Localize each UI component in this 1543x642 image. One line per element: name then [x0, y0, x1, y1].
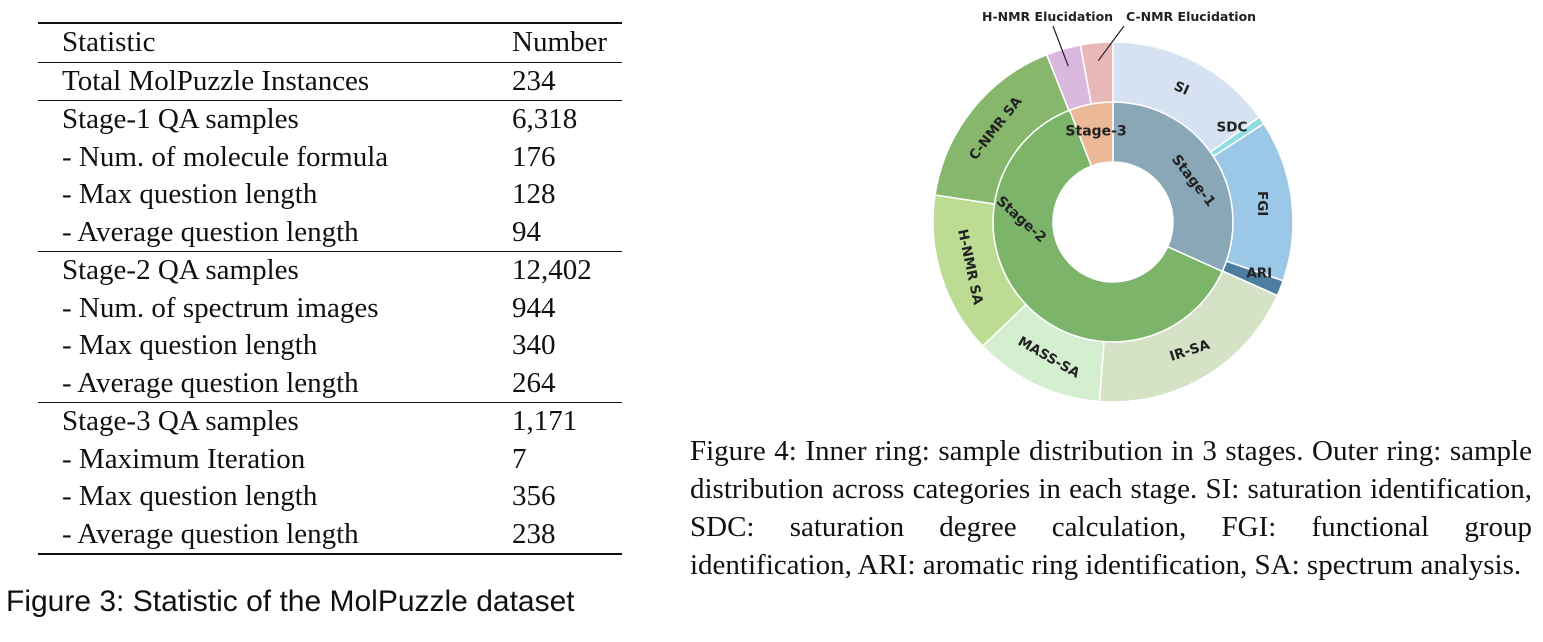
- table-row: - Average question length 264: [38, 365, 622, 403]
- row-value: 128: [512, 178, 556, 210]
- table-row: - Max question length 356: [38, 478, 622, 516]
- row-value: 238: [512, 517, 556, 550]
- row-label: Stage-3 QA samples: [62, 405, 299, 437]
- row-label: - Maximum Iteration: [62, 442, 306, 475]
- row-label: - Max question length: [62, 178, 318, 210]
- outer-label-fgi: FGI: [1254, 191, 1270, 216]
- row-value: 12,402: [512, 254, 592, 286]
- table-row: - Average question length 94: [38, 214, 622, 252]
- row-value: 356: [512, 480, 556, 512]
- leader-line-h-nmr-elucidation: [1052, 25, 1069, 67]
- table-header-row: Statistic Number: [38, 23, 622, 62]
- outer-label-h-nmr-elucidation: H-NMR Elucidation: [982, 9, 1113, 24]
- table-row: Stage-1 QA samples 6,318: [38, 100, 622, 139]
- table-row: - Average question length 238: [38, 516, 622, 554]
- table-row: Total MolPuzzle Instances 234: [38, 62, 622, 101]
- row-label: Stage-2 QA samples: [62, 254, 299, 286]
- row-value: 176: [512, 140, 556, 173]
- header-statistic: Statistic: [62, 26, 156, 58]
- row-label: - Average question length: [62, 366, 359, 399]
- row-value: 340: [512, 329, 556, 361]
- row-value: 6,318: [512, 103, 578, 135]
- row-label: - Max question length: [62, 480, 318, 512]
- outer-label-si: SI: [1172, 78, 1192, 99]
- figure-4-caption-text: Figure 4: Inner ring: sample distributio…: [690, 435, 1532, 581]
- outer-slice-c-nmr-elucidation: [1079, 41, 1114, 105]
- outer-label-ari: ARI: [1246, 265, 1272, 281]
- row-label: Total MolPuzzle Instances: [62, 64, 370, 97]
- sunburst-chart: Stage-1Stage-2Stage-3SISDCFGIARIIR-SAMAS…: [932, 9, 1294, 403]
- row-label: - Average question length: [62, 215, 359, 248]
- table-row: - Max question length 340: [38, 327, 622, 365]
- outer-label-c-nmr-elucidation: C-NMR Elucidation: [1126, 9, 1256, 24]
- statistics-table: Statistic Number Total MolPuzzle Instanc…: [38, 22, 622, 555]
- row-value: 1,171: [512, 405, 578, 437]
- row-value: 944: [512, 291, 556, 324]
- outer-label-sdc: SDC: [1217, 119, 1248, 135]
- row-value: 7: [512, 442, 527, 475]
- row-value: 234: [512, 64, 556, 97]
- table-row: - Maximum Iteration 7: [38, 441, 622, 479]
- figure-4-caption: Figure 4: Inner ring: sample distributio…: [690, 432, 1532, 584]
- row-value: 94: [512, 215, 541, 248]
- header-number: Number: [512, 26, 608, 58]
- row-label: - Num. of molecule formula: [62, 140, 389, 173]
- table-row: - Max question length 128: [38, 176, 622, 214]
- inner-label-stage-3: Stage-3: [1065, 124, 1126, 140]
- table-row: Stage-3 QA samples 1,171: [38, 402, 622, 441]
- table-row: Stage-2 QA samples 12,402: [38, 251, 622, 290]
- row-label: Stage-1 QA samples: [62, 103, 299, 135]
- row-label: - Average question length: [62, 517, 359, 550]
- row-label: - Max question length: [62, 329, 318, 361]
- table-row: - Num. of spectrum images 944: [38, 290, 622, 328]
- row-value: 264: [512, 366, 556, 399]
- row-label: - Num. of spectrum images: [62, 291, 379, 324]
- leader-line-c-nmr-elucidation: [1097, 25, 1125, 62]
- figure-3-caption: Figure 3: Statistic of the MolPuzzle dat…: [6, 585, 575, 618]
- table-row: - Num. of molecule formula 176: [38, 139, 622, 177]
